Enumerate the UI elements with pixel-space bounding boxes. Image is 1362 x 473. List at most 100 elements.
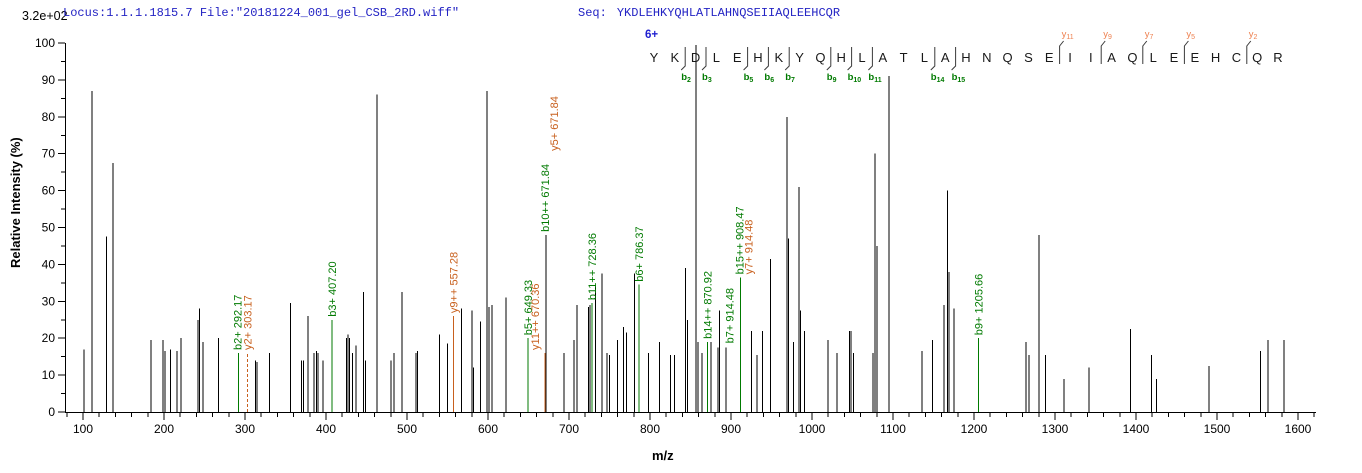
y-tick-label: 10	[42, 368, 56, 382]
sequence-residue: E	[1045, 50, 1054, 65]
y-tick-label: 70	[42, 147, 56, 161]
sequence-residue: A	[941, 50, 950, 65]
axes-layer: 100 200 300 400 500 600 700 800 900 1000 1100 1200 1…	[35, 36, 1316, 436]
b-fragment-label: b7	[785, 72, 795, 84]
sequence-residue: R	[1273, 50, 1282, 65]
ion-label: y11++ 670.36	[530, 283, 542, 349]
ion-label: b6+ 786.37	[634, 226, 646, 281]
b-fragment-label: b14	[931, 72, 945, 84]
x-tick-label: 100	[73, 422, 93, 436]
sequence-residue: A	[878, 50, 887, 65]
sequence-residue: E	[1190, 50, 1199, 65]
sequence-residue: K	[670, 50, 679, 65]
x-tick-label: 600	[478, 422, 498, 436]
ion-label: b15++ 908.47	[735, 206, 747, 274]
x-tick-label: 1300	[1042, 422, 1069, 436]
sequence-residue: A	[1107, 50, 1116, 65]
y-tick-label: 60	[42, 184, 56, 198]
y-tick-label: 20	[42, 331, 56, 345]
b-cleavage-tick	[743, 47, 749, 71]
y-tick-label: 80	[42, 110, 56, 124]
seq-label: Seq:	[578, 6, 607, 20]
x-axis-title: m/z	[652, 448, 674, 463]
ion-label: b2+ 292.17	[233, 295, 245, 350]
peaks-layer	[83, 44, 1285, 412]
y-tick-label: 90	[42, 73, 56, 87]
sequence-residue: I	[1089, 50, 1093, 65]
b-cleavage-tick	[764, 47, 769, 71]
sequence-residue: H	[837, 50, 846, 65]
y-tick-label: 0	[48, 405, 55, 419]
b-fragment-label: b9	[827, 72, 837, 84]
b-cleavage-tick	[826, 47, 832, 71]
b-fragment-label: b6	[764, 72, 774, 84]
ion-label: b9+ 1205.66	[974, 274, 986, 335]
x-tick-label: 1200	[961, 422, 988, 436]
b-cleavage-tick	[701, 47, 707, 71]
b-fragment-label: b3	[702, 72, 712, 84]
sequence-residue: L	[858, 50, 865, 65]
sequence-residue: H	[1211, 50, 1220, 65]
y-cleavage-tick	[1183, 40, 1189, 64]
sequence-residue: E	[733, 50, 742, 65]
b-fragment-label: b5	[744, 72, 754, 84]
sequence-residue: H	[753, 50, 762, 65]
b-fragment-label: b11	[868, 72, 881, 84]
y-tick-label: 40	[42, 257, 56, 271]
ion-label: b5+ 649.33	[523, 280, 535, 335]
ion-label: y5+ 671.84	[549, 96, 561, 151]
y-cleavage-tick	[1246, 40, 1252, 64]
sequence-residue: Y	[650, 50, 659, 65]
y-fragment-label: y5	[1186, 29, 1195, 41]
precursor-charge-label: 6+	[645, 29, 658, 41]
sequence-residue: Q	[815, 50, 825, 65]
b-cleavage-tick	[680, 47, 686, 71]
x-tick-label: 700	[559, 422, 579, 436]
ion-label: y7+ 914.48	[744, 220, 756, 275]
b-cleavage-tick	[951, 47, 957, 71]
sequence-residue: H	[961, 50, 970, 65]
sequence-residue: Y	[795, 50, 804, 65]
sequence-residue: L	[921, 50, 928, 65]
b-cleavage-tick	[930, 47, 936, 71]
axis-titles: 3.2e+02 Relative Intensity (%) m/z	[8, 9, 674, 463]
sequence-residue: Q	[1252, 50, 1262, 65]
x-tick-label: 1600	[1285, 422, 1312, 436]
y-tick-label: 30	[42, 294, 56, 308]
y-cleavage-tick	[1059, 40, 1064, 64]
x-tick-label: 900	[721, 422, 741, 436]
sequence-residue: C	[1232, 50, 1241, 65]
ion-label: b11++ 728.36	[587, 233, 599, 300]
x-tick-label: 300	[235, 422, 255, 436]
b-fragment-label: b2	[681, 72, 691, 84]
b-cleavage-tick	[868, 47, 873, 71]
sequence-residue: I	[1068, 50, 1072, 65]
sequence-residue: L	[1150, 50, 1157, 65]
x-tick-label: 1500	[1204, 422, 1231, 436]
sequence-residue: S	[1024, 50, 1033, 65]
b-cleavage-tick	[784, 47, 790, 71]
x-tick-label: 1000	[799, 422, 826, 436]
sequence-header: Seq: YKDLEHKYQHLATLAHNQSEIIAQLEEHCQR	[578, 6, 840, 20]
sequence-residue: K	[774, 50, 783, 65]
locus-file-label: Locus:1.1.1.1815.7 File:"20181224_001_ge…	[63, 6, 460, 20]
sequence-value: YKDLEHKYQHLATLAHNQSEIIAQLEEHCQR	[616, 6, 841, 20]
b-fragment-label: b10	[848, 72, 862, 84]
sequence-residue: Q	[1127, 50, 1137, 65]
y-cleavage-tick	[1142, 40, 1148, 64]
sequence-residue: L	[713, 50, 720, 65]
x-tick-label: 1400	[1123, 422, 1150, 436]
ion-label: b10++ 671.84	[540, 164, 552, 232]
x-tick-label: 800	[640, 422, 660, 436]
y-fragment-label: y7	[1145, 29, 1154, 41]
y-fragment-label: y2	[1249, 29, 1258, 41]
y-tick-label: 50	[42, 221, 56, 235]
ion-label: y2+ 303.17	[243, 295, 255, 350]
x-tick-label: 500	[397, 422, 417, 436]
sequence-overlay: 6+Y K D L E H K Y Q H L A T L A H N Q S E I I A Q L E E H C Q Rb2 b3 b5 b…	[645, 29, 1283, 84]
ion-label: b7+ 914.48	[725, 288, 737, 343]
y-tick-label: 100	[35, 36, 55, 50]
y-axis-title: Relative Intensity (%)	[8, 137, 23, 268]
